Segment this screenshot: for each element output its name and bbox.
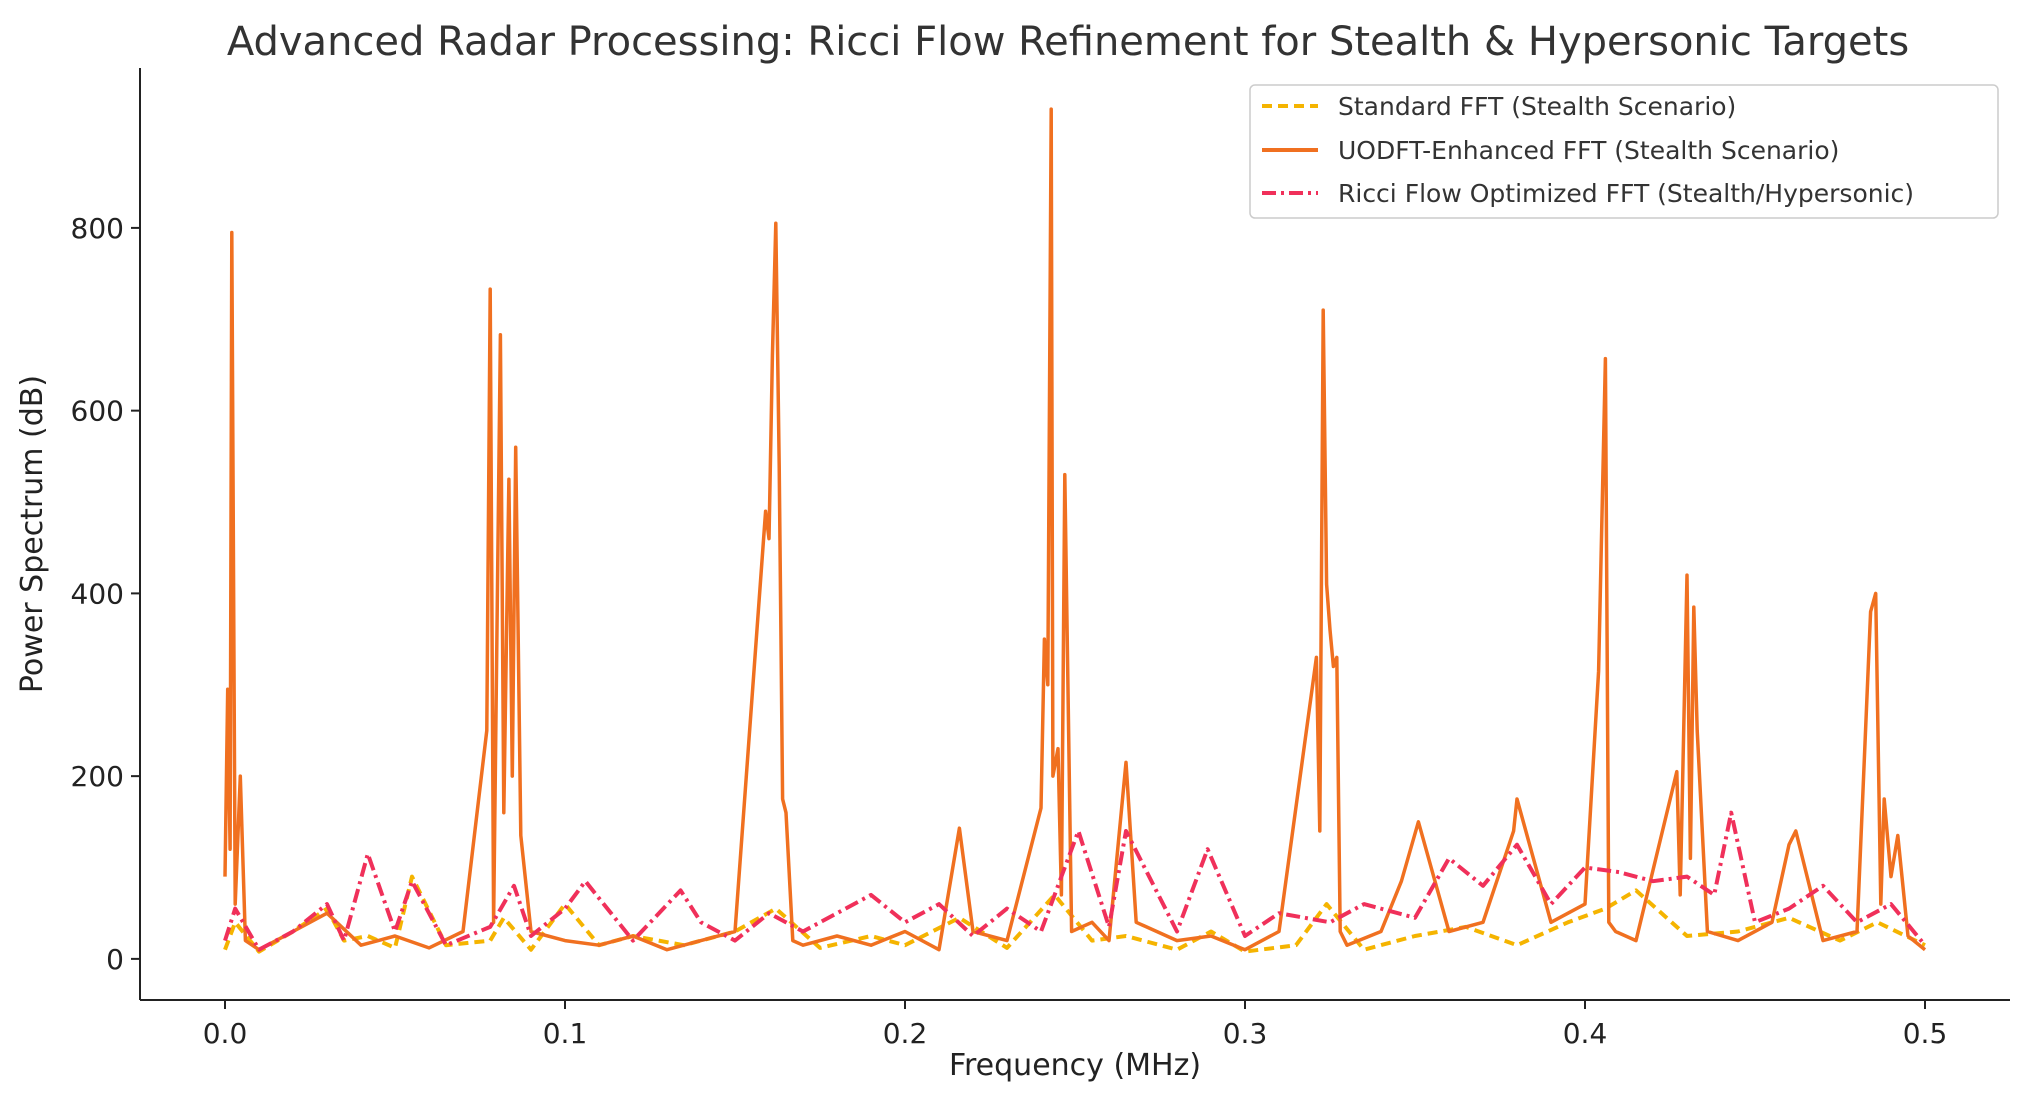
x-tick-label: 0.2	[883, 1017, 928, 1050]
series-line-0	[223, 874, 1926, 954]
x-ticks: 0.0 0.1 0.2 0.3 0.4 0.5	[203, 1000, 1948, 1050]
y-tick-label: 400	[71, 577, 124, 610]
legend-box	[1249, 84, 1999, 219]
y-tick-label: 800	[71, 212, 124, 245]
x-tick-label: 0.1	[543, 1017, 588, 1050]
legend-label-ricci-fft: Ricci Flow Optimized FFT (Stealth/Hypers…	[1338, 179, 1914, 208]
chart-title: Advanced Radar Processing: Ricci Flow Re…	[227, 19, 1909, 65]
series-layer	[223, 107, 1927, 954]
x-tick-label: 0.3	[1223, 1017, 1268, 1050]
legend-label-uodft-fft: UODFT-Enhanced FFT (Stealth Scenario)	[1338, 136, 1839, 165]
x-axis-label: Frequency (MHz)	[949, 1048, 1201, 1083]
y-tick-label: 200	[71, 760, 124, 793]
x-tick-label: 0.5	[1903, 1017, 1948, 1050]
series-line-1	[223, 107, 1927, 952]
legend-label-standard-fft: Standard FFT (Stealth Scenario)	[1338, 92, 1736, 121]
series-line-2	[223, 810, 1927, 952]
y-tick-label: 600	[71, 395, 124, 428]
y-tick-label: 0	[106, 943, 124, 976]
y-axis-label: Power Spectrum (dB)	[15, 375, 50, 693]
x-tick-label: 0.0	[203, 1017, 248, 1050]
legend: Standard FFT (Stealth Scenario) UODFT-En…	[1249, 84, 1999, 219]
x-tick-label: 0.4	[1563, 1017, 1608, 1050]
y-ticks: 0 200 400 600 800	[71, 212, 140, 976]
